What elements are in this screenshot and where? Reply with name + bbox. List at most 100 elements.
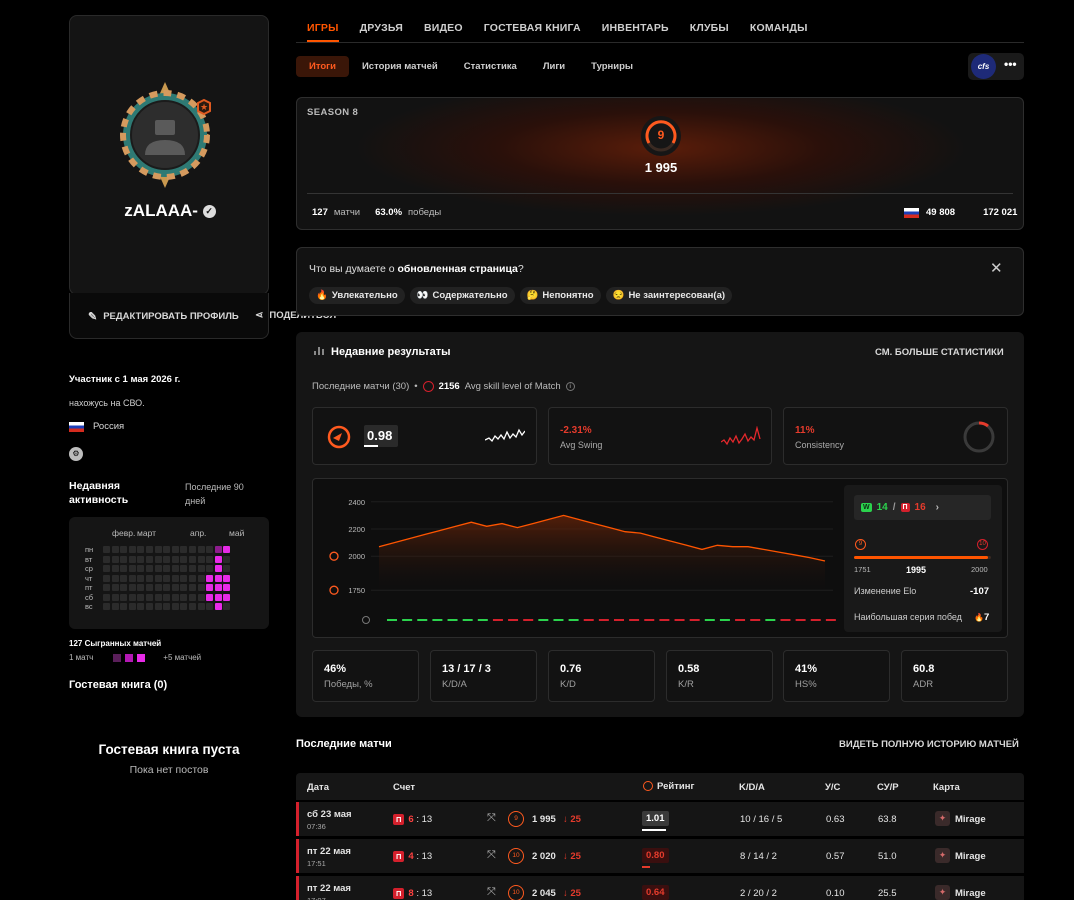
heatmap-cell[interactable] xyxy=(154,565,162,572)
subtab-match-history[interactable]: История матчей xyxy=(361,61,438,72)
heatmap-cell[interactable] xyxy=(111,546,119,553)
heatmap-cell[interactable] xyxy=(223,603,231,610)
heatmap-cell[interactable] xyxy=(180,603,188,610)
tab-clubs[interactable]: КЛУБЫ xyxy=(689,22,729,34)
tab-videos[interactable]: ВИДЕО xyxy=(423,22,463,34)
col-date[interactable]: Дата xyxy=(307,782,329,793)
heatmap-cell[interactable] xyxy=(154,555,162,563)
heatmap-cell[interactable] xyxy=(137,555,145,563)
heatmap-cell[interactable] xyxy=(189,584,196,591)
heatmap-cell[interactable] xyxy=(163,603,171,610)
heatmap-cell[interactable] xyxy=(103,603,110,610)
heatmap-cell[interactable] xyxy=(120,565,128,572)
heatmap-cell[interactable] xyxy=(120,603,128,610)
heatmap-cell[interactable] xyxy=(146,565,153,572)
heatmap-cell[interactable] xyxy=(103,555,110,563)
heatmap-cell[interactable] xyxy=(223,584,231,591)
heatmap-cell[interactable] xyxy=(171,565,179,572)
col-kda[interactable]: K/D/A xyxy=(739,782,765,793)
col-map[interactable]: Карта xyxy=(933,782,960,793)
more-stats-link[interactable]: СМ. БОЛЬШЕ СТАТИСТИКИ xyxy=(875,347,1004,358)
heatmap-cell[interactable] xyxy=(137,546,145,553)
heatmap-cell[interactable] xyxy=(180,546,188,553)
col-kd[interactable]: У/С xyxy=(825,782,841,793)
heatmap-cell[interactable] xyxy=(206,546,214,553)
heatmap-cell[interactable] xyxy=(206,603,214,610)
close-icon[interactable]: ✕ xyxy=(990,260,1003,277)
heatmap-cell[interactable] xyxy=(163,593,171,601)
heatmap-cell[interactable] xyxy=(197,555,205,563)
heatmap-cell[interactable] xyxy=(214,546,222,553)
heatmap-cell[interactable] xyxy=(223,555,231,563)
heatmap-cell[interactable] xyxy=(163,546,171,553)
full-history-link[interactable]: ВИДЕТЬ ПОЛНУЮ ИСТОРИЮ МАТЧЕЙ xyxy=(839,739,1019,750)
tab-teams[interactable]: КОМАНДЫ xyxy=(749,22,808,34)
steam-icon[interactable]: ⚙ xyxy=(69,447,83,461)
heatmap-cell[interactable] xyxy=(111,574,119,582)
heatmap-cell[interactable] xyxy=(214,584,222,591)
info-icon[interactable]: i xyxy=(565,382,575,391)
heatmap-cell[interactable] xyxy=(223,565,231,572)
heatmap-cell[interactable] xyxy=(128,593,136,601)
heatmap-cell[interactable] xyxy=(214,574,222,582)
heatmap-cell[interactable] xyxy=(171,555,179,563)
heatmap-cell[interactable] xyxy=(206,555,214,563)
heatmap-cell[interactable] xyxy=(223,546,231,553)
heatmap-cell[interactable] xyxy=(137,565,145,572)
subtab-summary[interactable]: Итоги xyxy=(296,56,349,77)
heatmap-cell[interactable] xyxy=(120,584,128,591)
heatmap-cell[interactable] xyxy=(154,603,162,610)
heatmap-cell[interactable] xyxy=(189,574,196,582)
heatmap-cell[interactable] xyxy=(128,574,136,582)
heatmap-cell[interactable] xyxy=(171,546,179,553)
heatmap-cell[interactable] xyxy=(103,574,110,582)
heatmap-cell[interactable] xyxy=(171,574,179,582)
heatmap-cell[interactable] xyxy=(111,584,119,591)
heatmap-cell[interactable] xyxy=(111,565,119,572)
heatmap-cell[interactable] xyxy=(146,555,153,563)
col-score[interactable]: Счет xyxy=(393,782,416,793)
heatmap-cell[interactable] xyxy=(137,584,145,591)
heatmap-cell[interactable] xyxy=(103,565,110,572)
col-rating[interactable]: Рейтинг xyxy=(643,781,694,792)
heatmap-cell[interactable] xyxy=(206,565,214,572)
heatmap-cell[interactable] xyxy=(189,603,196,610)
heatmap-cell[interactable] xyxy=(189,555,196,563)
heatmap-cell[interactable] xyxy=(103,546,110,553)
heatmap-cell[interactable] xyxy=(111,593,119,601)
heatmap-cell[interactable] xyxy=(189,565,196,572)
table-row[interactable]: пт 22 мая 17:07 П8 : 13 ⤧ 10 2 045 ↓ 25 … xyxy=(296,876,1024,900)
heatmap-cell[interactable] xyxy=(180,574,188,582)
heatmap-cell[interactable] xyxy=(128,546,136,553)
heatmap-cell[interactable] xyxy=(206,584,214,591)
heatmap-cell[interactable] xyxy=(197,546,205,553)
heatmap-cell[interactable] xyxy=(128,555,136,563)
col-adr[interactable]: СУ/Р xyxy=(877,782,899,793)
heatmap-cell[interactable] xyxy=(103,584,110,591)
subtab-statistics[interactable]: Статистика xyxy=(463,61,517,72)
feedback-option-engaging[interactable]: 🔥 Увлекательно xyxy=(309,287,405,304)
win-loss-summary[interactable]: W 14 / П 16 › xyxy=(854,495,991,520)
heatmap-cell[interactable] xyxy=(180,555,188,563)
heatmap-cell[interactable] xyxy=(197,593,205,601)
tab-friends[interactable]: ДРУЗЬЯ xyxy=(359,22,403,34)
heatmap-cell[interactable] xyxy=(163,574,171,582)
heatmap-cell[interactable] xyxy=(120,546,128,553)
heatmap-cell[interactable] xyxy=(128,565,136,572)
feedback-option-informative[interactable]: 👀 Содержательно xyxy=(409,287,515,304)
info-icon[interactable] xyxy=(362,616,370,624)
heatmap-cell[interactable] xyxy=(197,603,205,610)
heatmap-cell[interactable] xyxy=(214,555,222,563)
heatmap-cell[interactable] xyxy=(214,603,222,610)
heatmap-cell[interactable] xyxy=(146,593,153,601)
heatmap-cell[interactable] xyxy=(137,603,145,610)
tab-games[interactable]: ИГРЫ xyxy=(307,22,339,42)
heatmap-cell[interactable] xyxy=(120,574,128,582)
subtab-leagues[interactable]: Лиги xyxy=(542,61,566,72)
heatmap-cell[interactable] xyxy=(163,555,171,563)
heatmap-cell[interactable] xyxy=(128,584,136,591)
heatmap-cell[interactable] xyxy=(120,555,128,563)
heatmap-cell[interactable] xyxy=(180,565,188,572)
